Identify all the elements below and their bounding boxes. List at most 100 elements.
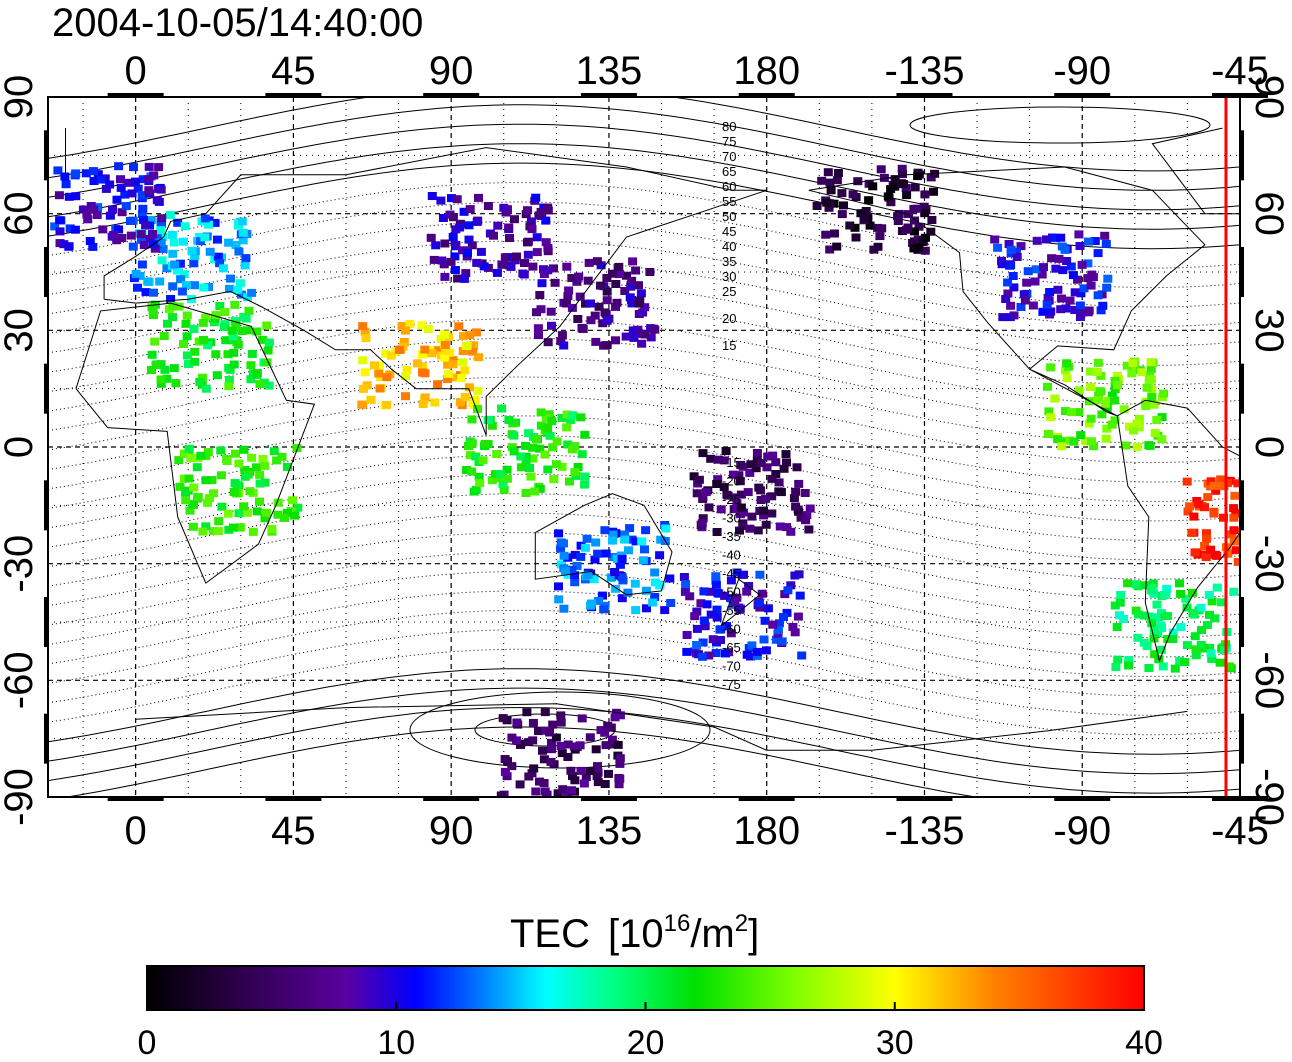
tec-pixel — [512, 736, 521, 745]
tec-pixel — [567, 303, 577, 312]
left-lat-label: -90 — [0, 768, 41, 826]
tec-pixel — [1141, 402, 1151, 410]
tec-pixel — [1279, 477, 1288, 485]
tec-pixel — [189, 483, 199, 492]
tec-pixel — [496, 470, 506, 479]
tec-pixel — [1147, 619, 1157, 628]
tec-pixel — [420, 345, 430, 354]
tec-pixel — [774, 478, 784, 487]
tec-pixel — [358, 400, 368, 409]
tec-pixel — [1043, 382, 1052, 391]
tec-pixel — [263, 346, 273, 355]
tec-pixel — [237, 290, 246, 299]
tec-pixel — [993, 243, 1003, 252]
right-lat-label: -90 — [1247, 768, 1291, 826]
tec-pixel — [681, 580, 691, 589]
contour-label: -75 — [722, 677, 741, 692]
tec-pixel — [826, 186, 836, 195]
tec-pixel — [184, 444, 194, 453]
tec-pixel — [166, 295, 176, 303]
tec-pixel — [117, 208, 127, 217]
tec-pixel — [594, 302, 604, 311]
right-lat-label: 90 — [1247, 75, 1291, 120]
tec-pixel — [920, 246, 930, 255]
tec-pixel — [157, 219, 166, 228]
tec-pixel — [782, 523, 792, 532]
tec-pixel — [1257, 518, 1266, 526]
tec-pixel — [600, 728, 610, 737]
right-lat-label: -60 — [1247, 651, 1291, 709]
tec-pixel — [557, 462, 567, 471]
tec-pixel — [220, 308, 230, 316]
tec-pixel — [520, 259, 529, 267]
tec-pixel — [742, 650, 752, 659]
tec-pixel — [805, 504, 815, 513]
tec-pixel — [173, 218, 183, 227]
tec-pixel — [824, 203, 834, 212]
tec-pixel — [1144, 612, 1154, 621]
tec-pixel — [641, 526, 651, 535]
tec-pixel — [796, 513, 806, 522]
tec-pixel — [553, 789, 563, 797]
tec-pixel — [747, 512, 757, 521]
tec-pixel — [59, 240, 69, 249]
tec-pixel — [359, 384, 368, 393]
tec-pixel — [638, 556, 648, 565]
tec-pixel — [590, 555, 600, 564]
tec-pixel — [559, 539, 568, 548]
tec-pixel — [1144, 664, 1154, 672]
tec-pixel — [708, 635, 718, 644]
contour-label: 65 — [722, 164, 736, 179]
tec-pixel — [167, 231, 177, 239]
tec-pixel — [1229, 504, 1239, 513]
tec-pixel — [712, 528, 722, 536]
tec-pixel — [182, 311, 192, 320]
tec-pixel — [791, 487, 801, 496]
tec-pixel — [440, 272, 450, 281]
tec-pixel — [577, 714, 587, 723]
contour-label: -70 — [722, 659, 741, 674]
tec-pixel — [1069, 437, 1079, 446]
tec-pixel — [1096, 387, 1106, 396]
tec-pixel — [227, 326, 237, 335]
tec-pixel — [1062, 374, 1072, 383]
left-lat-label: -30 — [0, 535, 41, 593]
tec-pixel — [258, 455, 268, 463]
tec-pixel — [273, 498, 283, 507]
tec-pixel — [210, 218, 220, 227]
tec-pixel — [1030, 277, 1040, 286]
tec-pixel — [1233, 557, 1240, 566]
tec-pixel — [634, 299, 644, 308]
tec-pixel — [483, 416, 493, 425]
contour-label: -20 — [722, 474, 741, 489]
tec-pixel — [1084, 419, 1094, 428]
tec-pixel — [581, 299, 590, 308]
tec-pixel — [505, 234, 514, 242]
tec-pixel — [864, 196, 874, 205]
tec-pixel — [509, 431, 519, 440]
tec-pixel — [631, 537, 641, 546]
tec-pixel — [450, 266, 460, 274]
tec-pixel — [745, 524, 755, 533]
tec-pixel — [850, 223, 860, 232]
tec-pixel — [1009, 311, 1019, 320]
tec-pixel — [1075, 242, 1085, 250]
tec-pixel — [150, 244, 160, 253]
tec-pixel — [458, 246, 468, 255]
tec-pixel — [217, 502, 227, 511]
tec-pixel — [615, 754, 625, 763]
tec-pixel — [1003, 278, 1013, 287]
tec-pixel — [562, 423, 572, 432]
tec-pixel — [600, 526, 610, 535]
tec-pixel — [196, 451, 206, 460]
tec-pixel — [239, 445, 249, 454]
tec-pixel — [682, 647, 692, 656]
tec-pixel — [570, 571, 579, 580]
tec-pixel — [1156, 645, 1166, 654]
tec-pixel — [592, 257, 602, 266]
tec-pixel — [645, 268, 655, 276]
contour-line — [64, 726, 979, 797]
tec-pixel — [694, 475, 704, 484]
tec-pixel — [229, 488, 239, 496]
tec-pixel — [187, 295, 196, 304]
